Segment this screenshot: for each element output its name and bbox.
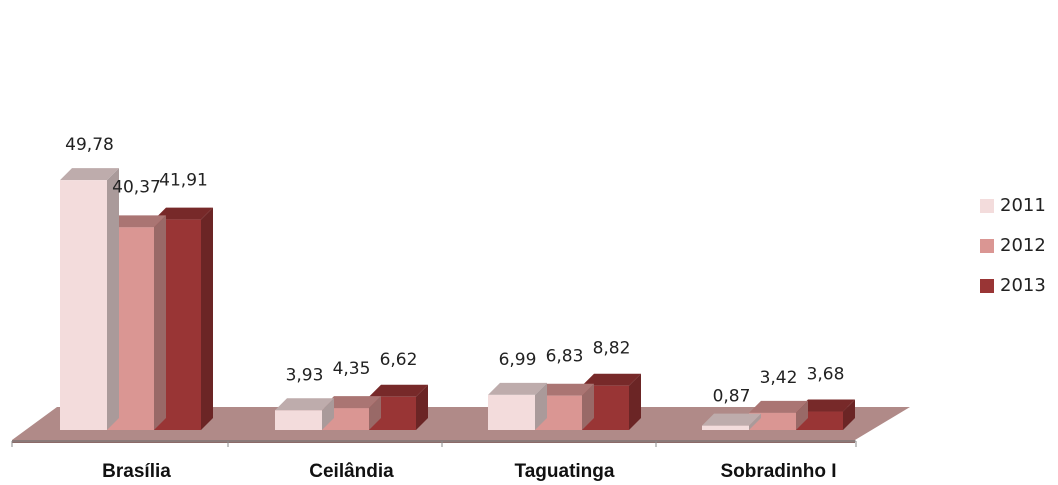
data-label-2012-1: 4,35 xyxy=(333,359,371,379)
bar-side xyxy=(369,396,381,430)
category-label-3: Sobradinho I xyxy=(720,461,836,482)
data-label-2012-2: 6,83 xyxy=(546,347,584,367)
bar-front xyxy=(488,394,535,430)
legend: 2011 2012 2013 xyxy=(980,195,1046,316)
category-label-1: Ceilândia xyxy=(309,461,394,482)
bar-top xyxy=(369,384,428,397)
bar-side xyxy=(535,382,547,430)
legend-label-2012: 2012 xyxy=(1000,235,1046,256)
data-label-2011-1: 3,93 xyxy=(286,365,324,385)
legend-swatch-2012 xyxy=(980,238,994,253)
bar-front xyxy=(275,410,322,430)
legend-swatch-2011 xyxy=(980,198,994,213)
data-label-2013-1: 6,62 xyxy=(380,350,418,370)
chart-floor xyxy=(12,407,910,440)
category-label-0: Brasília xyxy=(102,461,171,482)
bar-front xyxy=(60,180,107,430)
bar-top xyxy=(702,413,761,426)
bar-side xyxy=(749,413,761,430)
bar-top xyxy=(582,373,641,386)
bar-side xyxy=(322,398,334,430)
legend-label-2011: 2011 xyxy=(1000,195,1046,216)
bar-top xyxy=(60,168,119,181)
bar-side xyxy=(154,215,166,430)
bar-side xyxy=(629,373,641,430)
data-label-2012-0: 40,37 xyxy=(112,177,161,197)
bar-top xyxy=(275,398,334,411)
bar-side xyxy=(201,207,213,430)
data-label-2011-2: 6,99 xyxy=(499,350,537,370)
bar-top xyxy=(535,383,594,396)
legend-item-2012: 2012 xyxy=(980,235,1046,256)
data-label-2011-3: 0,87 xyxy=(713,387,751,407)
bars-group xyxy=(60,168,855,430)
bar-side xyxy=(582,383,594,430)
category-labels-group: Brasília Ceilândia Taguatinga Sobradinho I xyxy=(102,461,836,482)
legend-item-2011: 2011 xyxy=(980,195,1046,216)
bar-side xyxy=(796,400,808,430)
bar-side xyxy=(843,399,855,430)
bar-2011-1 xyxy=(275,398,334,430)
x-axis-ticks xyxy=(11,441,857,447)
bar-2011-2 xyxy=(488,382,547,430)
data-label-2012-3: 3,42 xyxy=(760,368,798,388)
bar-top xyxy=(154,207,213,220)
bar-top xyxy=(749,400,808,413)
bar-2011-3 xyxy=(702,413,761,430)
legend-label-2013: 2013 xyxy=(1000,275,1046,296)
bar-top xyxy=(322,396,381,409)
bar-top xyxy=(796,399,855,412)
category-label-2: Taguatinga xyxy=(515,461,615,482)
legend-swatch-2013 xyxy=(980,278,994,293)
bar-side xyxy=(416,384,428,430)
bar-front xyxy=(702,425,749,430)
legend-item-2013: 2013 xyxy=(980,275,1046,296)
data-label-2013-3: 3,68 xyxy=(807,365,845,385)
bar-top xyxy=(488,382,547,395)
data-label-2013-0: 41,91 xyxy=(159,171,208,191)
data-label-2013-2: 8,82 xyxy=(593,339,631,359)
data-label-2011-0: 49,78 xyxy=(65,135,114,155)
bar-side xyxy=(107,168,119,430)
bar-top xyxy=(107,215,166,228)
bar-2011-0 xyxy=(60,168,119,430)
